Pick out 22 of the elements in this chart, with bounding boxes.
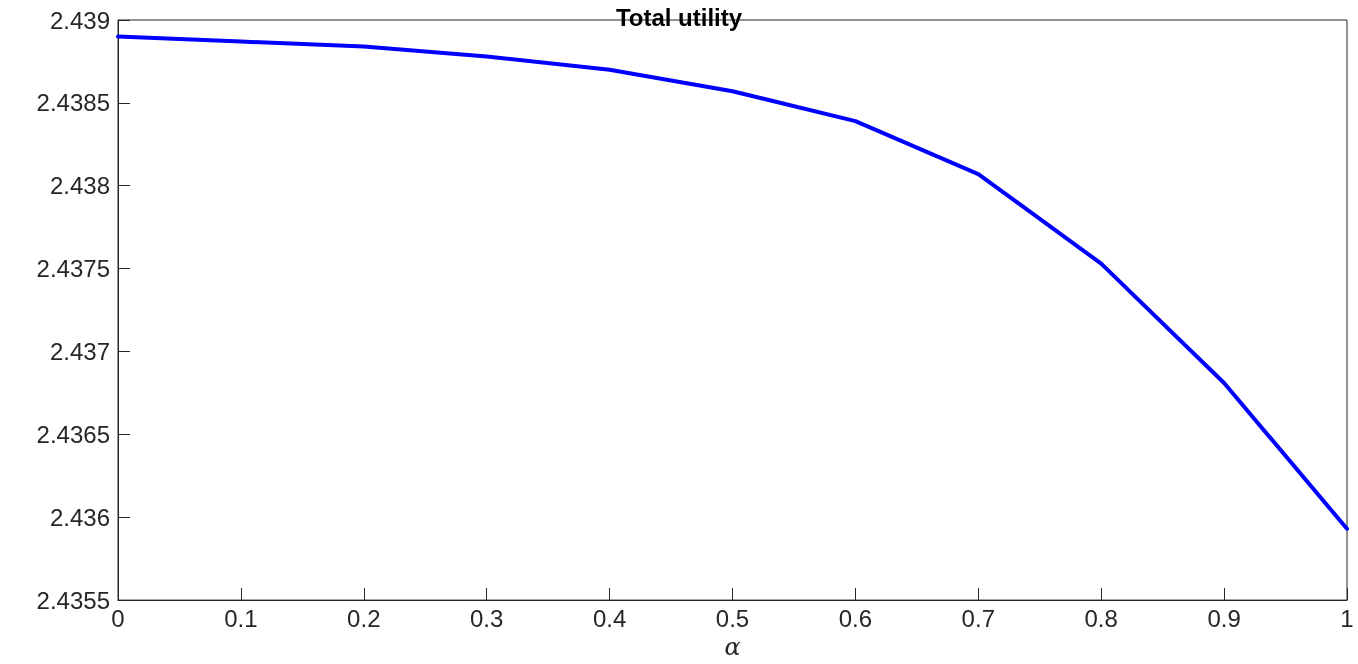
x-tick-label: 0.5: [715, 604, 750, 632]
y-tick-label: 2.436: [49, 503, 110, 531]
x-tick-label: 0.6: [838, 604, 873, 632]
y-tick-label: 2.4365: [36, 420, 110, 448]
x-axis-title: α: [724, 633, 741, 661]
y-tick-label: 2.438: [49, 172, 110, 200]
y-tick-label: 2.4375: [36, 255, 110, 283]
y-tick-label: 2.4355: [36, 586, 110, 614]
x-tick-label: 0.1: [224, 604, 258, 632]
x-tick-label: 0.3: [470, 604, 504, 632]
x-tick-label: 0.4: [592, 604, 627, 632]
x-tick-label: 0.8: [1084, 604, 1118, 632]
line-series: [116, 34, 1349, 531]
x-tick-label: 0.7: [961, 604, 995, 632]
x-tick-label: 0.9: [1207, 604, 1241, 632]
y-tick-label: 2.439: [49, 6, 110, 34]
chart-title: Total utility: [615, 3, 743, 31]
x-tick-label: 0.2: [347, 604, 381, 632]
y-tick-label: 2.437: [49, 337, 110, 365]
x-tick-label: 1: [1340, 604, 1354, 632]
x-tick-label: 0: [111, 604, 125, 632]
y-tick-label: 2.4385: [36, 89, 110, 117]
